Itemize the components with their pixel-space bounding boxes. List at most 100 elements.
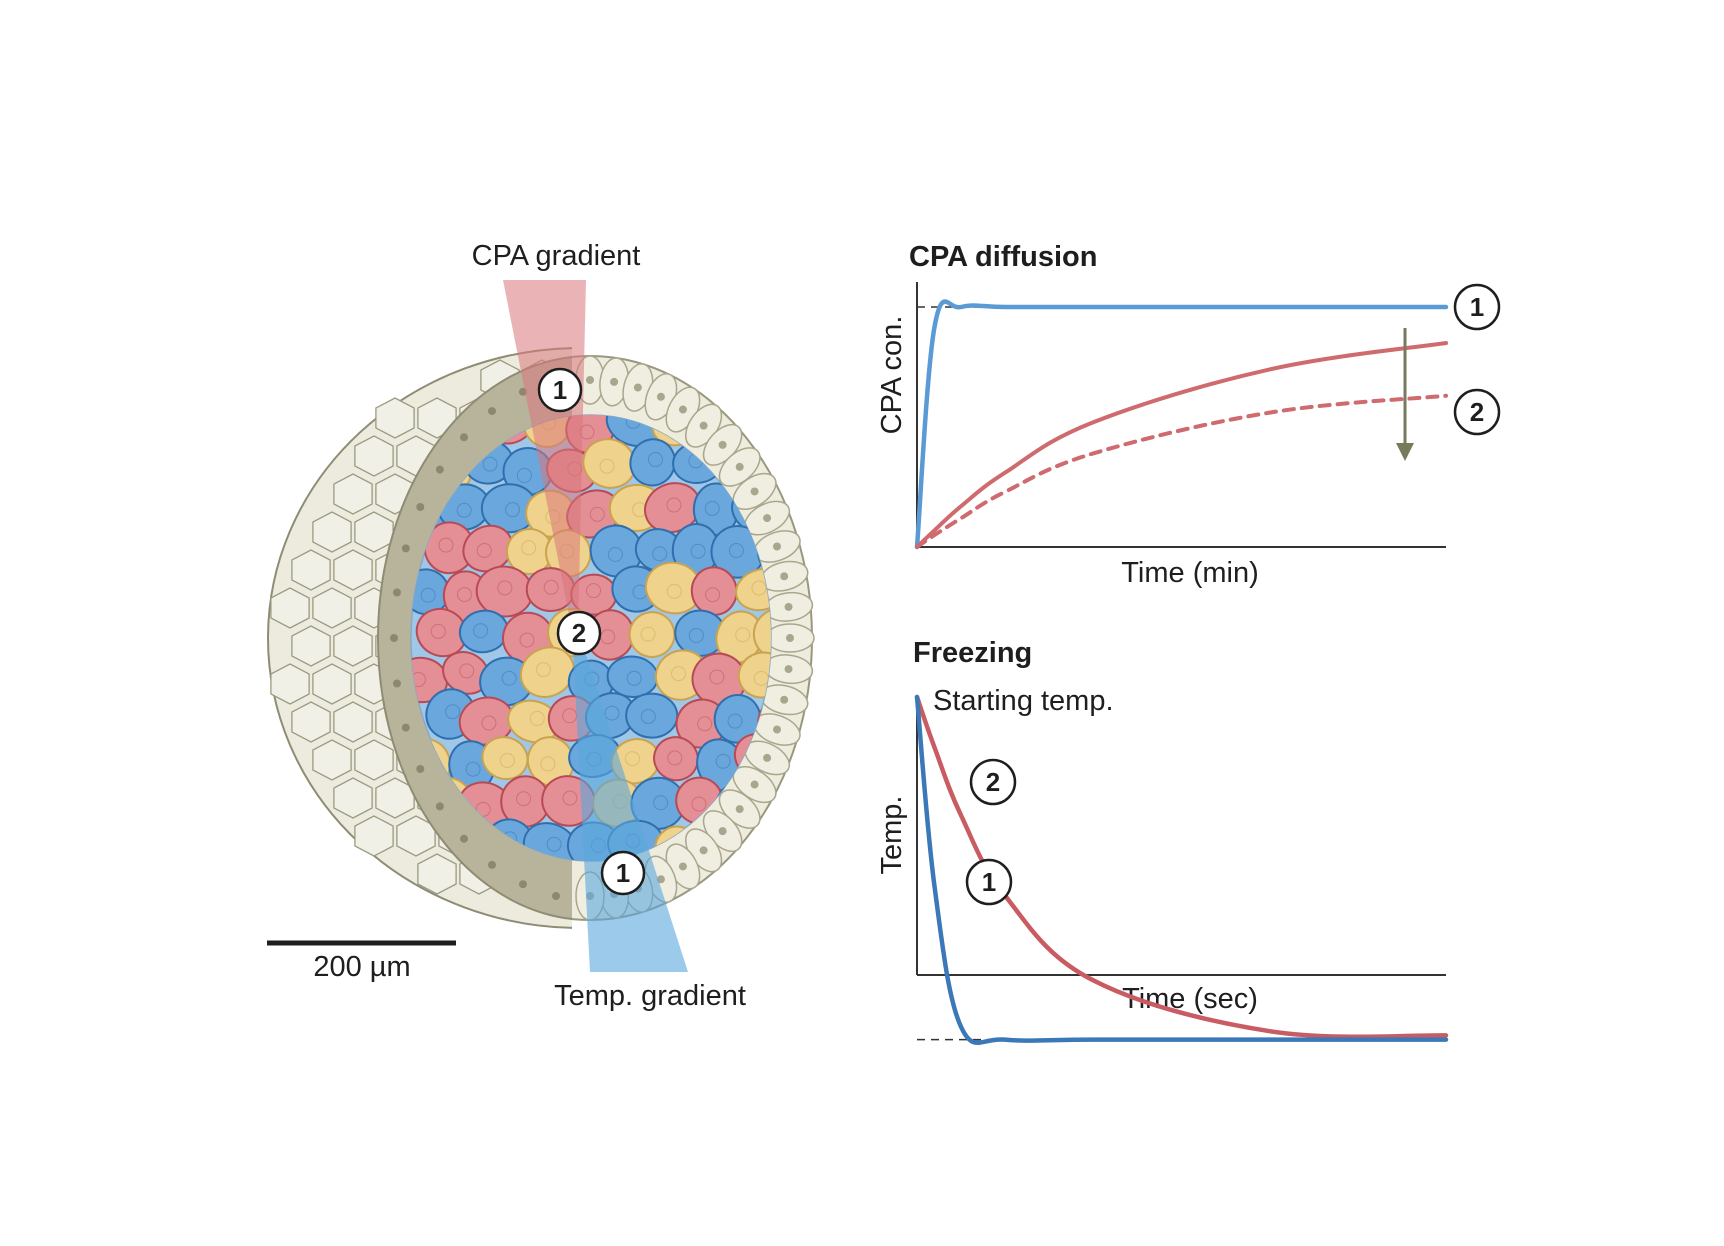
epithelial-nucleus (656, 875, 665, 884)
cell-nucleus (543, 579, 559, 595)
cell-nucleus (546, 836, 562, 852)
cell-nucleus (690, 543, 706, 559)
cell-nucleus (482, 456, 498, 472)
surface-cell (354, 511, 394, 553)
surface-cell (270, 587, 310, 629)
cell-nucleus (481, 715, 497, 731)
epithelial-nucleus (780, 695, 789, 704)
cell-nucleus (652, 546, 668, 562)
cell-nucleus (519, 632, 535, 648)
svg-text:1: 1 (982, 867, 996, 897)
cell-nucleus (465, 761, 481, 777)
cell-nucleus (704, 500, 720, 516)
surface-cell (333, 473, 373, 515)
surface-cell (270, 663, 310, 705)
svg-text:1: 1 (1470, 292, 1484, 322)
cell-nucleus (735, 627, 751, 643)
band-nucleus (460, 433, 469, 442)
cell-nucleus (653, 795, 669, 811)
cell-nucleus (562, 790, 578, 806)
surface-cell (312, 511, 352, 553)
series-marker-2: 2 (969, 758, 1017, 806)
x-axis-label: Time (sec) (1122, 983, 1258, 1015)
surface-cell (291, 625, 331, 667)
cell-nucleus (445, 704, 461, 720)
cell-nucleus (671, 666, 687, 682)
cell (757, 698, 771, 748)
cell-nucleus (505, 502, 521, 518)
cell-nucleus (529, 710, 545, 726)
epithelial-nucleus (718, 440, 727, 449)
temp-gradient-label: Temp. gradient (554, 980, 746, 1012)
epithelial-nucleus (780, 572, 789, 581)
temp-gradient-wedge (572, 630, 688, 972)
cell-nucleus (758, 835, 771, 851)
marker-2-center: 2 (556, 610, 602, 656)
cell-nucleus (586, 583, 602, 599)
series-line-2 (915, 393, 1448, 549)
band-nucleus (518, 880, 527, 889)
band-nucleus (460, 834, 469, 843)
band-nucleus (488, 407, 496, 416)
cell-nucleus (456, 502, 472, 518)
cell-nucleus (600, 629, 616, 645)
surface-cell (354, 435, 394, 477)
cell-nucleus (540, 756, 556, 772)
surface-cell (312, 663, 352, 705)
surface-cell (333, 777, 373, 819)
surface-cell (312, 739, 352, 781)
surface-cell (417, 853, 457, 895)
cell-nucleus (499, 753, 515, 769)
cell-nucleus (473, 623, 489, 639)
cell-nucleus (691, 796, 707, 812)
surface-cell (333, 549, 373, 591)
surface-cell (354, 815, 394, 857)
epithelial-nucleus (763, 514, 772, 523)
epithelial-nucleus (784, 602, 793, 611)
freezing-chart: Freezing Starting temp. Temp. Time (sec)… (876, 637, 1449, 1046)
cell-nucleus (624, 751, 640, 767)
chart-title: Freezing (913, 637, 1032, 669)
cell-nucleus (599, 458, 615, 474)
y-axis-label: CPA con. (876, 316, 908, 435)
epithelial-nucleus (699, 846, 708, 855)
cell-nucleus (715, 753, 731, 769)
epithelial-nucleus (735, 462, 744, 471)
cell-nucleus (501, 670, 517, 686)
epithelial-nucleus (763, 753, 772, 762)
epithelial-ring-cells (575, 355, 815, 921)
epithelial-nucleus (750, 780, 759, 789)
band-nucleus (416, 503, 425, 511)
surface-cell (333, 701, 373, 743)
cell-nucleus (773, 463, 787, 477)
cell-nucleus (666, 497, 682, 513)
cell-nucleus (626, 670, 642, 686)
cell-nucleus (751, 580, 767, 596)
cpa-diffusion-chart: CPA diffusion CPA con. Time (min) 1 2 (876, 241, 1501, 589)
cell-nucleus (497, 580, 513, 596)
cell-nucleus (535, 662, 551, 678)
cell-nucleus (728, 543, 744, 559)
epithelial-nucleus (678, 862, 687, 871)
svg-text:2: 2 (986, 767, 1000, 797)
epithelial-nucleus (735, 805, 744, 814)
cell-nucleus (753, 670, 769, 686)
svg-text:2: 2 (572, 618, 586, 648)
band-nucleus (392, 588, 401, 597)
surface-cell (375, 397, 415, 439)
epithelial-nucleus (678, 405, 687, 414)
epithelial-nucleus (773, 725, 782, 734)
cell-nucleus (632, 584, 648, 600)
x-axis-label: Time (min) (1121, 557, 1258, 589)
series-marker-2: 2 (1453, 388, 1501, 436)
chart-title: CPA diffusion (909, 241, 1097, 273)
cell-nucleus (727, 713, 743, 729)
band-nucleus (390, 634, 398, 642)
cell-nucleus (430, 623, 446, 639)
cell-nucleus (667, 750, 683, 766)
cpa-gradient-label: CPA gradient (472, 240, 641, 272)
series-line-1 (914, 694, 1449, 1046)
epithelial-nucleus (750, 487, 759, 496)
series-marker-1: 1 (1453, 283, 1501, 331)
